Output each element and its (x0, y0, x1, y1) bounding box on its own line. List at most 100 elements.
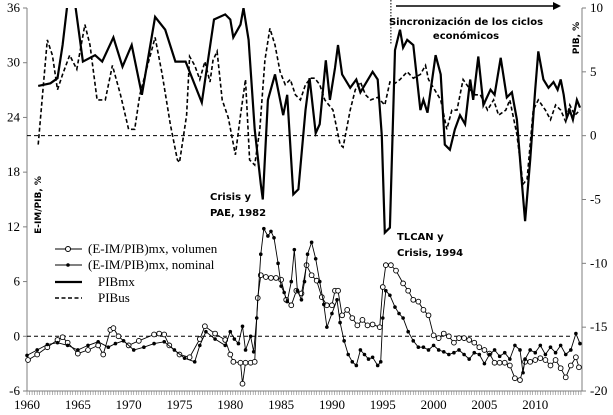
data-point-volumen (388, 262, 394, 269)
data-point-nominal (569, 348, 573, 352)
data-point-nominal (370, 355, 375, 360)
data-point-nominal (538, 343, 543, 348)
data-point-volumen (263, 274, 269, 280)
data-point-nominal (528, 348, 532, 352)
data-point-nominal (305, 252, 310, 257)
data-point-nominal (338, 320, 342, 325)
data-point-nominal (266, 234, 270, 238)
data-point-nominal (172, 348, 177, 352)
data-point-nominal (330, 311, 334, 316)
y-right-tick-label: -10 (590, 255, 607, 270)
data-point-volumen (471, 339, 478, 346)
data-point-nominal (578, 341, 582, 346)
data-point-nominal (548, 345, 553, 350)
data-point-volumen (339, 312, 345, 319)
data-point-nominal (574, 331, 578, 336)
data-point-volumen (354, 322, 361, 329)
data-point-nominal (487, 352, 492, 357)
data-point-volumen (278, 276, 284, 283)
data-point-volumen (308, 272, 315, 279)
x-tick-label: 1980 (217, 397, 243, 412)
data-point-nominal (380, 316, 385, 320)
data-point-nominal (289, 279, 294, 284)
data-point-volumen (115, 333, 122, 340)
data-point-volumen (382, 262, 389, 269)
data-point-volumen (212, 330, 218, 337)
data-point-volumen (59, 334, 66, 341)
data-point-nominal (313, 256, 318, 261)
y-right-tick-label: -5 (590, 192, 601, 207)
data-point-nominal (388, 293, 392, 298)
data-point-volumen (466, 337, 473, 343)
data-point-nominal (223, 343, 228, 348)
data-point-nominal (366, 357, 371, 361)
data-point-volumen (451, 339, 457, 346)
data-point-volumen (161, 331, 168, 338)
data-point-nominal (35, 348, 39, 352)
data-point-volumen (288, 302, 295, 309)
data-point-nominal (282, 290, 286, 295)
data-point-nominal (240, 324, 245, 329)
data-point-nominal (309, 240, 314, 245)
y-left-tick-label: 6 (14, 274, 21, 289)
series-layer (25, 8, 582, 387)
x-tick-label: 1960 (14, 397, 40, 412)
data-point-nominal (441, 349, 446, 354)
data-point-volumen (557, 365, 564, 372)
data-point-nominal (251, 349, 256, 354)
data-point-nominal (384, 288, 388, 293)
data-point-volumen (25, 357, 31, 363)
y-axis-left-title: E-IM/PIB, % (34, 176, 44, 234)
data-point-nominal (285, 299, 290, 304)
data-point-nominal (96, 339, 100, 344)
data-point-nominal (426, 348, 431, 352)
y-left-tick-label: 18 (7, 164, 20, 179)
data-point-nominal (276, 261, 280, 266)
data-point-nominal (462, 352, 466, 357)
data-point-volumen (151, 331, 157, 338)
data-point-nominal (65, 343, 70, 348)
data-point-volumen (425, 312, 432, 319)
data-point-nominal (457, 348, 461, 352)
data-point-nominal (258, 252, 263, 257)
y-left-tick-label: 12 (7, 219, 20, 234)
data-point-volumen (491, 359, 498, 366)
legend-label-pibmx: PIBmx (98, 274, 135, 289)
data-point-volumen (268, 275, 274, 281)
data-point-volumen (481, 347, 488, 353)
data-point-volumen (273, 275, 279, 281)
y-left-tick-label: 36 (7, 0, 21, 15)
data-point-volumen (410, 296, 417, 303)
data-point-nominal (452, 350, 456, 355)
y-left-tick-label: 24 (7, 109, 21, 124)
data-point-volumen (242, 359, 249, 366)
data-point-volumen (359, 317, 366, 323)
data-point-nominal (152, 341, 156, 346)
x-tick-label: 1995 (370, 397, 396, 412)
annotation-sync-line1: Sincronización de los ciclos (389, 16, 543, 28)
data-point-volumen (415, 298, 422, 305)
data-point-nominal (55, 340, 60, 345)
annotation-crisis-1982-line2: PAE, 1982 (210, 208, 266, 219)
data-point-nominal (262, 226, 266, 231)
y-left-tick-label: 0 (14, 328, 21, 343)
x-tick-label: 1990 (319, 397, 345, 412)
data-point-volumen (532, 357, 539, 363)
x-tick-label: 2005 (471, 397, 497, 412)
data-point-volumen (95, 342, 102, 349)
data-point-nominal (228, 329, 233, 334)
data-point-volumen (376, 324, 383, 331)
data-point-nominal (192, 360, 197, 364)
data-point-nominal (513, 343, 517, 348)
data-point-volumen (501, 359, 508, 366)
data-point-volumen (445, 333, 452, 340)
data-point-nominal (358, 348, 363, 352)
data-point-nominal (518, 348, 522, 352)
y-right-tick-label: -20 (590, 383, 607, 398)
data-point-volumen (527, 358, 534, 365)
data-point-volumen (251, 358, 258, 365)
annotation-crisis-1982-line1: Crisis y (210, 192, 252, 203)
data-point-nominal (492, 348, 497, 352)
data-point-nominal (521, 370, 525, 375)
